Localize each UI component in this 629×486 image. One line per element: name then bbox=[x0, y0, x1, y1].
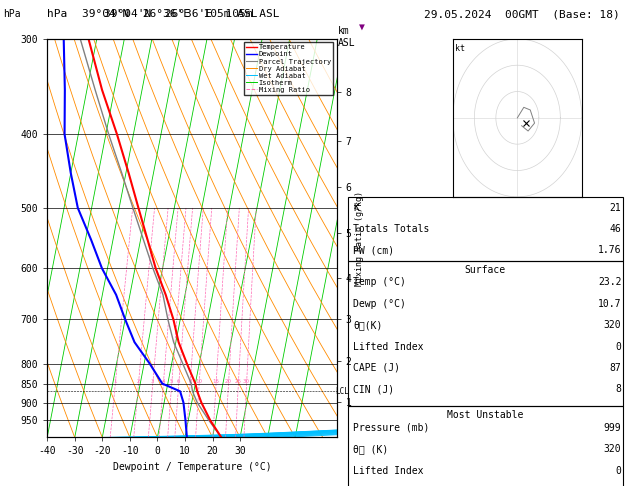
Text: 0: 0 bbox=[616, 466, 621, 475]
Text: 10: 10 bbox=[196, 379, 203, 383]
Text: Mixing Ratio (g/kg): Mixing Ratio (g/kg) bbox=[355, 191, 364, 286]
Text: 25: 25 bbox=[235, 379, 242, 383]
Text: ▼: ▼ bbox=[359, 22, 365, 32]
Text: θᴄ (K): θᴄ (K) bbox=[353, 444, 389, 454]
Text: kt: kt bbox=[455, 44, 465, 52]
Text: 8: 8 bbox=[616, 384, 621, 394]
Text: 320: 320 bbox=[604, 444, 621, 454]
Text: CAPE (J): CAPE (J) bbox=[353, 363, 400, 373]
Text: Surface: Surface bbox=[465, 264, 506, 275]
Text: Dewp (°C): Dewp (°C) bbox=[353, 299, 406, 309]
Text: 8: 8 bbox=[188, 379, 192, 383]
Text: CIN (J): CIN (J) bbox=[353, 384, 394, 394]
Text: 46: 46 bbox=[610, 224, 621, 234]
Text: 1: 1 bbox=[114, 379, 117, 383]
Text: Most Unstable: Most Unstable bbox=[447, 410, 523, 420]
Text: Temp (°C): Temp (°C) bbox=[353, 278, 406, 287]
Text: Totals Totals: Totals Totals bbox=[353, 224, 430, 234]
Text: 21: 21 bbox=[610, 203, 621, 212]
Legend: Temperature, Dewpoint, Parcel Trajectory, Dry Adiabat, Wet Adiabat, Isotherm, Mi: Temperature, Dewpoint, Parcel Trajectory… bbox=[244, 42, 333, 95]
Text: 2: 2 bbox=[136, 379, 140, 383]
Text: LCL: LCL bbox=[335, 387, 349, 396]
Text: hPa: hPa bbox=[3, 9, 21, 19]
Text: 29.05.2024  00GMT  (Base: 18): 29.05.2024 00GMT (Base: 18) bbox=[424, 9, 620, 19]
Text: hPa: hPa bbox=[47, 9, 67, 19]
Text: 1.76: 1.76 bbox=[598, 245, 621, 255]
X-axis label: Dewpoint / Temperature (°C): Dewpoint / Temperature (°C) bbox=[113, 462, 271, 472]
Text: 39°04'N  26°36'E  105m ASL: 39°04'N 26°36'E 105m ASL bbox=[82, 9, 257, 19]
Text: 15: 15 bbox=[213, 379, 220, 383]
Text: 39°04'N  26°36'E  105m ASL: 39°04'N 26°36'E 105m ASL bbox=[104, 9, 280, 19]
Text: 87: 87 bbox=[610, 363, 621, 373]
Text: 5: 5 bbox=[170, 379, 174, 383]
Text: ASL: ASL bbox=[338, 38, 355, 48]
Text: 999: 999 bbox=[604, 423, 621, 433]
Text: Pressure (mb): Pressure (mb) bbox=[353, 423, 430, 433]
Text: 4: 4 bbox=[162, 379, 165, 383]
Text: 30: 30 bbox=[243, 379, 250, 383]
Text: 10.7: 10.7 bbox=[598, 299, 621, 309]
Text: PW (cm): PW (cm) bbox=[353, 245, 394, 255]
Text: 23.2: 23.2 bbox=[598, 278, 621, 287]
Text: 3: 3 bbox=[151, 379, 155, 383]
Text: 0: 0 bbox=[616, 342, 621, 351]
Text: 6: 6 bbox=[177, 379, 181, 383]
Text: K: K bbox=[353, 203, 359, 212]
Text: Lifted Index: Lifted Index bbox=[353, 466, 424, 475]
Text: km: km bbox=[338, 26, 350, 36]
Text: θᴄ(K): θᴄ(K) bbox=[353, 320, 382, 330]
Text: Lifted Index: Lifted Index bbox=[353, 342, 424, 351]
Text: 20: 20 bbox=[225, 379, 232, 383]
Text: 320: 320 bbox=[604, 320, 621, 330]
